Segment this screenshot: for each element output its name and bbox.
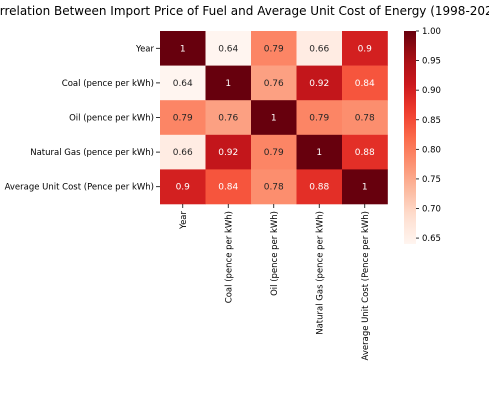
- heatmap-cells: 1 0.64 0.79 0.66 0.9 0.64 1 0.76 0.92 0.84 0.79 0.7…: [160, 31, 388, 204]
- cell-value-label: 0.78: [264, 183, 284, 193]
- row-tick-label: Average Unit Cost (Pence per kWh): [5, 183, 154, 193]
- column-tick-label: Natural Gas (pence per kWh): [315, 211, 325, 335]
- colorbar-gradient: [404, 31, 416, 244]
- cell-value-label: 0.79: [264, 148, 284, 158]
- cell-value-label: 1: [180, 44, 186, 54]
- colorbar-tick-label: 0.70: [422, 205, 441, 215]
- column-tick-label: Oil (pence per kWh): [270, 211, 280, 296]
- cell-value-label: 0.78: [355, 114, 375, 124]
- cell-value-label: 0.84: [218, 183, 238, 193]
- cell-value-label: 1: [271, 114, 277, 124]
- cell-value-label: 0.66: [173, 148, 193, 158]
- cell-value-label: 0.76: [218, 114, 238, 124]
- column-tick-label: Average Unit Cost (Pence per kWh): [361, 211, 371, 360]
- colorbar-tick-label: 0.90: [422, 86, 441, 96]
- cell-value-label: 0.79: [264, 44, 284, 54]
- cell-value-label: 0.88: [309, 183, 329, 193]
- column-tick-label: Year: [179, 210, 189, 230]
- cell-value-label: 0.9: [176, 183, 191, 193]
- cell-value-label: 0.79: [173, 114, 193, 124]
- cell-value-label: 0.84: [355, 79, 375, 89]
- colorbar-tick-label: 0.95: [422, 57, 441, 67]
- colorbar-tick-label: 0.80: [422, 145, 441, 155]
- row-labels: Year Coal (pence per kWh) Oil (pence per k…: [5, 44, 160, 192]
- row-tick-label: Oil (pence per kWh): [69, 114, 154, 124]
- row-tick-label: Year: [135, 44, 155, 54]
- colorbar-tick-label: 0.75: [422, 175, 441, 185]
- row-tick-label: Natural Gas (pence per kWh): [30, 148, 154, 158]
- cell-value-label: 0.9: [358, 44, 373, 54]
- cell-value-label: 0.92: [309, 79, 329, 89]
- cell-value-label: 0.76: [264, 79, 284, 89]
- colorbar-tick-label: 0.85: [422, 116, 441, 126]
- cell-value-label: 0.64: [173, 79, 193, 89]
- cell-value-label: 1: [362, 183, 368, 193]
- colorbar-tick-label: 0.65: [422, 234, 441, 244]
- cell-value-label: 0.64: [218, 44, 238, 54]
- colorbar: 1.00 0.95 0.90 0.85 0.80 0.75 0.70 0.65: [404, 27, 441, 244]
- column-tick-label: Coal (pence per kWh): [224, 211, 234, 303]
- cell-value-label: 1: [316, 148, 322, 158]
- column-labels: Year Coal (pence per kWh) Oil (pence per k…: [179, 204, 371, 360]
- cell-value-label: 0.88: [355, 148, 375, 158]
- colorbar-tick-label: 1.00: [422, 27, 441, 37]
- row-tick-label: Coal (pence per kWh): [62, 79, 154, 89]
- cell-value-label: 0.66: [309, 44, 329, 54]
- cell-value-label: 0.79: [309, 114, 329, 124]
- cell-value-label: 1: [225, 79, 231, 89]
- chart-title: Correlation Between Import Price of Fuel…: [0, 4, 489, 18]
- cell-value-label: 0.92: [218, 148, 238, 158]
